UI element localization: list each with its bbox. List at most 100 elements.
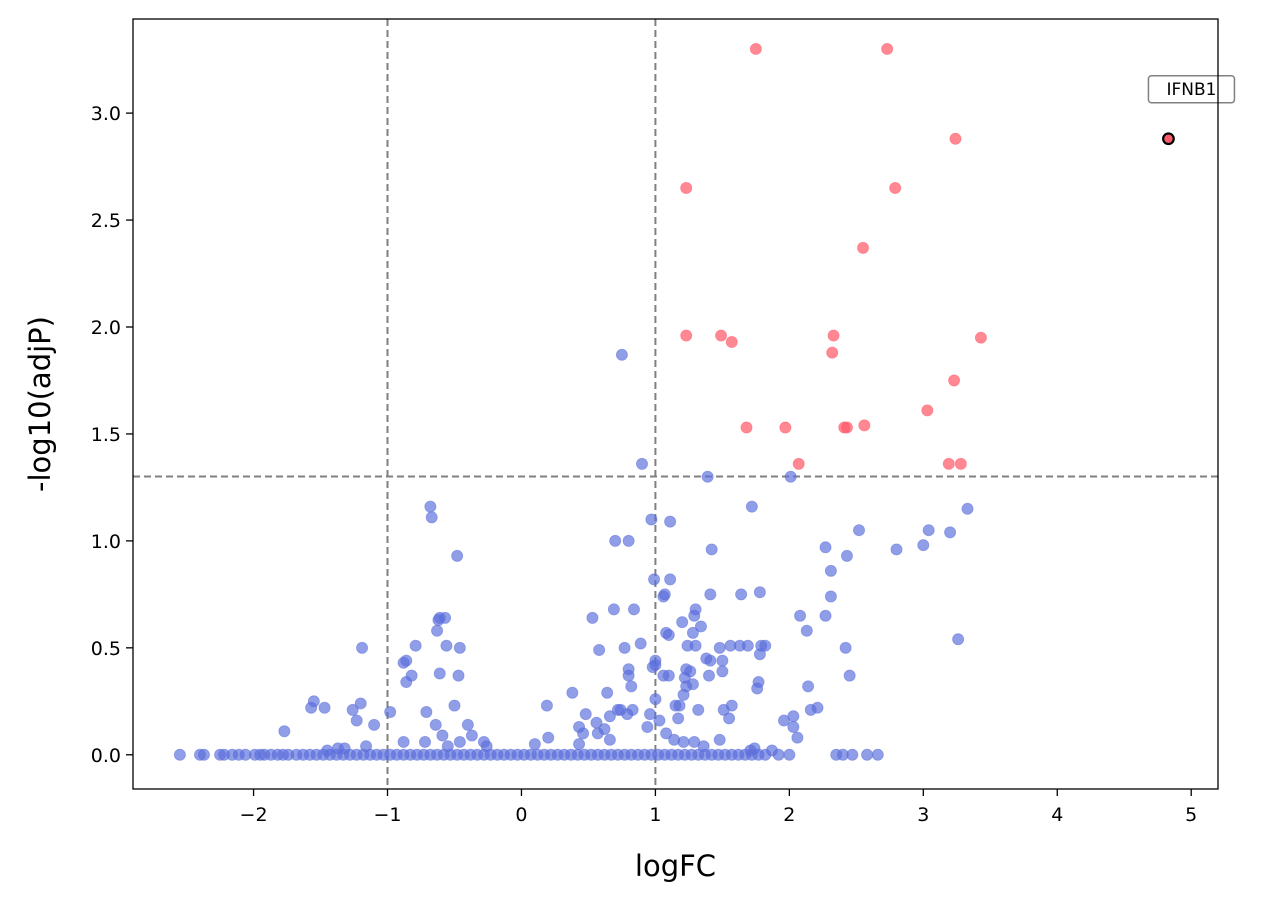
data-point-not-significant	[772, 748, 785, 761]
data-point-significant	[840, 421, 853, 434]
data-point-significant	[954, 457, 967, 470]
data-point-not-significant	[278, 725, 291, 738]
data-point-not-significant	[197, 748, 210, 761]
data-point-not-significant	[824, 564, 837, 577]
data-point-significant	[680, 329, 693, 342]
data-point-not-significant	[689, 603, 702, 616]
data-point-significant	[857, 241, 870, 254]
data-point-not-significant	[451, 549, 464, 562]
data-point-not-significant	[716, 665, 729, 678]
data-point-not-significant	[961, 502, 974, 515]
data-point-not-significant	[601, 686, 614, 699]
data-point-not-significant	[791, 731, 804, 744]
data-point-not-significant	[419, 735, 432, 748]
data-point-not-significant	[753, 648, 766, 661]
data-point-not-significant	[735, 588, 748, 601]
data-point-not-significant	[356, 641, 369, 654]
data-point-not-significant	[783, 748, 796, 761]
data-point-significant	[949, 132, 962, 145]
x-tick-label: 2	[783, 804, 795, 826]
x-tick-label: 5	[1185, 804, 1197, 826]
data-point-not-significant	[431, 624, 444, 637]
data-point-not-significant	[173, 748, 186, 761]
data-point-not-significant	[609, 534, 622, 547]
data-point-not-significant	[701, 470, 714, 483]
data-point-not-significant	[662, 669, 675, 682]
data-point-not-significant	[429, 718, 442, 731]
data-point-not-significant	[603, 733, 616, 746]
data-point-not-significant	[397, 656, 410, 669]
y-tick-label: 0.5	[91, 638, 121, 660]
data-point-not-significant	[890, 543, 903, 556]
y-axis-title: -log10(adjP)	[23, 316, 57, 492]
data-point-not-significant	[528, 738, 541, 751]
data-point-not-significant	[802, 680, 815, 693]
x-axis: −2 −1 0 1 2 3 4 5	[240, 789, 1197, 826]
data-point-not-significant	[453, 735, 466, 748]
data-point-not-significant	[662, 629, 675, 642]
annotation-label: IFNB1	[1166, 80, 1216, 100]
data-point-not-significant	[420, 706, 433, 719]
data-point-not-significant	[811, 701, 824, 714]
data-point-not-significant	[653, 714, 666, 727]
data-point-not-significant	[644, 708, 657, 721]
data-point-not-significant	[591, 727, 604, 740]
x-tick-label: 1	[649, 804, 661, 826]
data-point-not-significant	[542, 731, 555, 744]
data-point-significant	[680, 181, 693, 194]
data-point-not-significant	[787, 720, 800, 733]
data-point-not-significant	[824, 590, 837, 603]
data-point-not-significant	[615, 348, 628, 361]
data-point-not-significant	[759, 639, 772, 652]
data-point-not-significant	[368, 718, 381, 731]
data-point-not-significant	[318, 701, 331, 714]
data-point-not-significant	[922, 524, 935, 537]
data-point-not-significant	[625, 680, 638, 693]
data-point-not-significant	[424, 500, 437, 513]
data-point-not-significant	[853, 524, 866, 537]
data-point-not-significant	[465, 729, 478, 742]
data-point-not-significant	[384, 706, 397, 719]
data-point-not-significant	[702, 669, 715, 682]
x-tick-label: 3	[917, 804, 929, 826]
x-tick-label: 4	[1051, 804, 1063, 826]
data-point-not-significant	[725, 699, 738, 712]
data-point-not-significant	[649, 693, 662, 706]
data-point-not-significant	[634, 637, 647, 650]
data-point-not-significant	[819, 541, 832, 554]
data-point-not-significant	[840, 549, 853, 562]
data-point-not-significant	[649, 654, 662, 667]
data-point-not-significant	[944, 526, 957, 539]
data-point-not-significant	[397, 735, 410, 748]
data-point-not-significant	[405, 669, 418, 682]
data-point-not-significant	[784, 470, 797, 483]
y-tick-label: 2.5	[91, 210, 121, 232]
data-point-not-significant	[461, 718, 474, 731]
data-point-not-significant	[477, 735, 490, 748]
x-tick-label: −1	[373, 804, 401, 826]
data-point-significant	[921, 404, 934, 417]
data-point-not-significant	[676, 616, 689, 629]
highlighted-gene-point	[1162, 132, 1175, 146]
data-point-not-significant	[794, 609, 807, 622]
data-point-not-significant	[704, 588, 717, 601]
data-point-not-significant	[579, 708, 592, 721]
annotation-box	[1147, 75, 1236, 104]
data-point-significant	[881, 42, 894, 55]
data-point-not-significant	[672, 712, 685, 725]
data-point-not-significant	[660, 727, 673, 740]
data-point-not-significant	[861, 748, 874, 761]
data-point-not-significant	[819, 609, 832, 622]
data-point-not-significant	[753, 586, 766, 599]
data-point-not-significant	[713, 641, 726, 654]
data-point-not-significant	[440, 639, 453, 652]
data-point-significant	[779, 421, 792, 434]
data-point-not-significant	[759, 748, 772, 761]
data-point-significant	[725, 335, 738, 348]
y-tick-label: 1.0	[91, 531, 121, 553]
data-point-significant	[749, 42, 762, 55]
data-point-significant	[715, 329, 728, 342]
x-tick-label: −2	[240, 804, 268, 826]
data-point-significant	[948, 374, 961, 387]
